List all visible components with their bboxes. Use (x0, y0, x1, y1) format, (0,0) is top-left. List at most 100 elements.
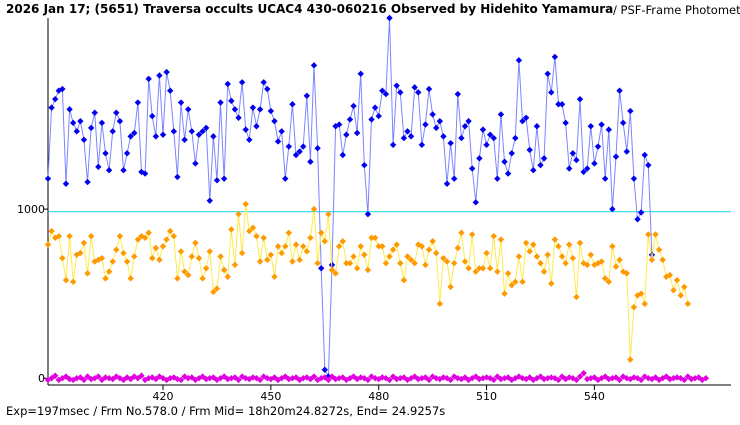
data-point (80, 136, 88, 143)
data-point (648, 251, 656, 258)
data-point (62, 180, 70, 187)
data-point (389, 141, 397, 149)
data-point (386, 253, 393, 260)
data-point (44, 175, 52, 182)
data-point (580, 168, 587, 176)
data-point (192, 160, 199, 167)
data-point (368, 116, 375, 123)
data-point (677, 292, 684, 299)
data-point (573, 156, 580, 164)
data-point (533, 123, 541, 130)
data-point (87, 232, 95, 240)
series-2-line (47, 203, 689, 360)
data-point (51, 372, 59, 379)
data-point (566, 374, 573, 381)
data-point (504, 170, 512, 177)
data-point (404, 128, 411, 135)
data-point (224, 273, 231, 280)
data-point (659, 256, 666, 264)
data-point (48, 227, 55, 235)
data-point (504, 270, 512, 277)
data-point (62, 276, 70, 284)
data-point (573, 376, 580, 384)
data-point (339, 151, 346, 159)
data-point (522, 239, 530, 247)
data-point (433, 249, 440, 257)
data-point (393, 82, 400, 89)
data-point (558, 101, 566, 108)
data-point (145, 75, 152, 83)
data-point (691, 375, 699, 382)
data-point (235, 210, 242, 218)
data-point (497, 111, 505, 118)
data-point (213, 285, 221, 292)
data-point (555, 376, 562, 384)
data-point (512, 134, 519, 142)
data-point (627, 107, 634, 115)
data-point (458, 229, 465, 236)
data-point (411, 260, 418, 267)
data-point (343, 260, 350, 267)
data-point (307, 234, 314, 242)
data-point (364, 266, 372, 274)
data-point (188, 253, 195, 260)
data-point (526, 146, 533, 154)
data-point (472, 268, 479, 275)
data-point (69, 278, 77, 286)
data-point (80, 376, 88, 384)
data-point (282, 175, 289, 182)
data-point (425, 246, 433, 253)
data-point (116, 117, 124, 125)
data-point (508, 150, 515, 157)
data-point (519, 117, 526, 125)
data-point (181, 268, 188, 275)
data-point (512, 278, 519, 286)
data-point (195, 131, 203, 138)
data-point (663, 373, 670, 380)
data-point (292, 151, 300, 159)
data-point (350, 253, 357, 260)
data-point (249, 104, 257, 111)
data-point (447, 283, 454, 291)
data-point (440, 133, 447, 140)
data-point (210, 288, 217, 296)
data-point (120, 376, 127, 384)
data-point (300, 243, 307, 250)
data-point (364, 210, 372, 218)
data-point (123, 258, 131, 265)
data-point (231, 106, 239, 113)
data-point (300, 143, 307, 150)
data-point (66, 232, 73, 240)
data-point (609, 375, 616, 382)
data-point (134, 236, 142, 243)
data-point (141, 376, 149, 384)
data-point (73, 128, 80, 135)
data-point (167, 227, 174, 235)
data-point (558, 253, 566, 260)
chart-title: 2026 Jan 17; (5651) Traversa occults UCA… (6, 2, 614, 16)
data-point (199, 275, 206, 282)
data-point (601, 175, 609, 182)
data-point (163, 68, 170, 76)
data-point (321, 366, 328, 373)
data-point (264, 85, 271, 93)
data-point (332, 270, 339, 277)
data-point (666, 375, 674, 383)
data-point (318, 265, 325, 272)
data-point (641, 300, 648, 308)
data-point (623, 375, 630, 382)
data-point (274, 243, 282, 250)
data-point (163, 236, 170, 243)
data-point (84, 270, 91, 277)
data-point (98, 376, 106, 384)
data-point (645, 161, 652, 169)
data-point (120, 249, 127, 257)
data-point (318, 229, 325, 236)
data-point (433, 124, 440, 132)
data-point (217, 99, 224, 106)
data-point (393, 241, 400, 248)
data-point (548, 280, 555, 287)
data-point (555, 101, 562, 108)
data-point (681, 376, 688, 384)
data-point (584, 261, 591, 269)
